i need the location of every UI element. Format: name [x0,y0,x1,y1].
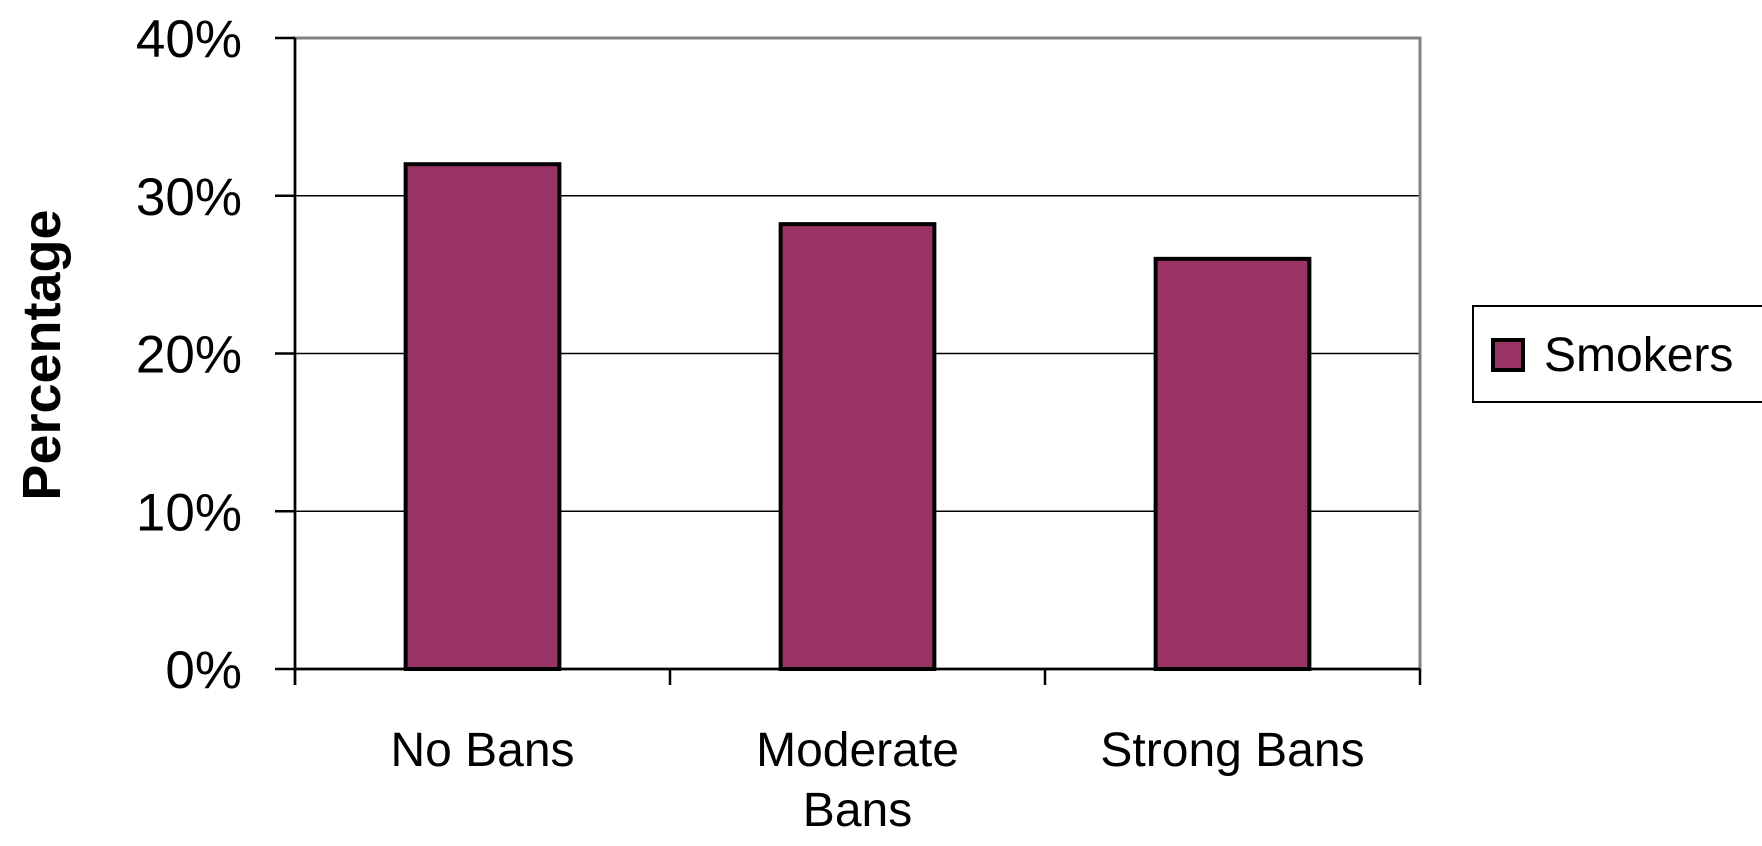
axes [275,36,1422,685]
y-axis-title: Percentage [12,209,72,500]
bar-strong-bans [1153,256,1312,671]
x-category-label: Moderate Bans [756,724,959,837]
x-category-label: No Bans [390,724,574,777]
y-tick-label: 20% [136,326,242,385]
x-category-labels: No Bans Moderate Bans Strong Bans [390,724,1364,837]
y-tick-label: 40% [136,10,242,69]
y-tick-labels: 0% 10% 20% 30% 40% [136,10,242,700]
y-tick-label: 10% [136,483,242,542]
y-tick-label: 0% [165,641,242,700]
bars [403,162,1312,672]
x-category-label: Strong Bans [1100,724,1364,777]
bar-no-bans [403,162,562,671]
bar-moderate-bans [778,222,937,672]
legend-swatch-smokers [1491,338,1525,372]
legend: Smokers [1472,305,1762,403]
legend-label-smokers: Smokers [1544,329,1733,382]
y-tick-label: 30% [136,168,242,227]
